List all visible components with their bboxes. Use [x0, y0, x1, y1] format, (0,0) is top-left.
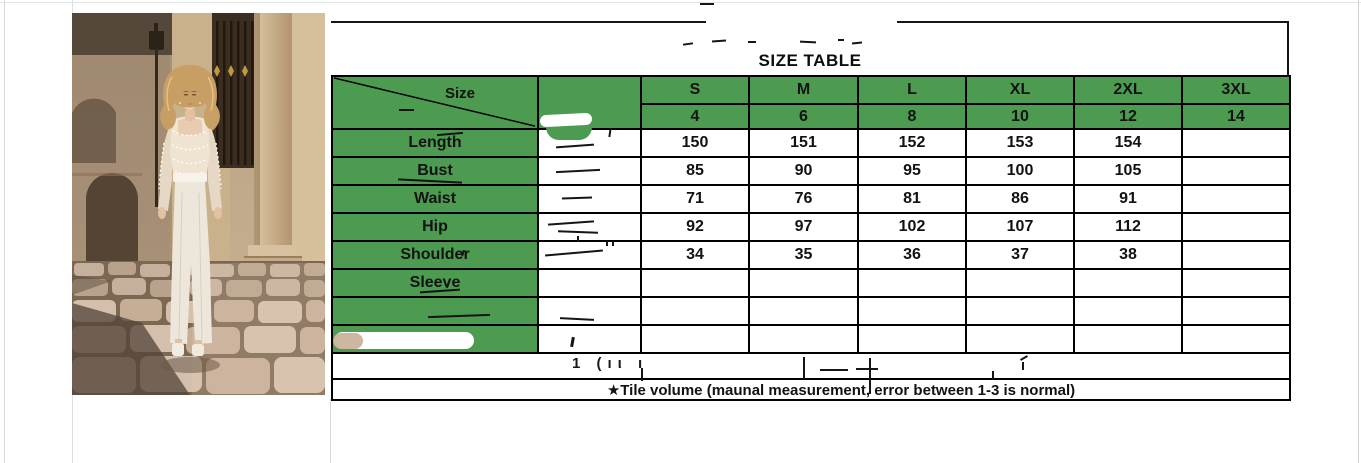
value-cell	[1181, 184, 1291, 214]
numeric-size-xl: 10	[965, 103, 1075, 130]
size-header-s: S	[640, 75, 750, 105]
value-cell	[857, 296, 967, 326]
value-cell: 105	[1073, 156, 1183, 186]
corner-label: Size	[445, 85, 476, 102]
value-cell: 152	[857, 128, 967, 158]
row-label-cell: Length	[331, 128, 539, 158]
size-header-l: L	[857, 75, 967, 105]
footnote-text: ★Tile volume (maunal measurement, error …	[606, 381, 1076, 399]
page-gridline-table	[330, 399, 331, 463]
page-gridline-right	[1358, 0, 1359, 463]
value-cell: 36	[857, 240, 967, 270]
size-table: Size S M L XL 2XL 3XL 4 6 8 10 12 14 Len…	[331, 75, 1291, 401]
value-cell: 102	[857, 212, 967, 242]
value-cell: 37	[965, 240, 1075, 270]
value-cell	[1181, 212, 1291, 242]
corner-size-cell: Size	[331, 75, 539, 130]
row-label-cell: Bust	[331, 156, 539, 186]
value-cell	[1181, 240, 1291, 270]
value-cell: 112	[1073, 212, 1183, 242]
value-cell: 38	[1073, 240, 1183, 270]
size-header-m: M	[748, 75, 859, 105]
row-label-cell: Sleeve	[331, 268, 539, 298]
row-label-cell: Shoulder	[331, 240, 539, 270]
numeric-size-s: 4	[640, 103, 750, 130]
numeric-size-l: 8	[857, 103, 967, 130]
page-gridline-top	[0, 2, 1361, 3]
row-blank-cell	[537, 184, 642, 214]
size-header-3xl: 3XL	[1181, 75, 1291, 105]
value-cell	[640, 268, 750, 298]
value-cell	[965, 268, 1075, 298]
value-cell	[965, 296, 1075, 326]
value-cell: 85	[640, 156, 750, 186]
page-gridline-left	[4, 0, 5, 463]
product-photo	[72, 13, 325, 395]
value-cell: 151	[748, 128, 859, 158]
value-cell: 34	[640, 240, 750, 270]
header-blank-cell	[537, 75, 642, 130]
row-blank-cell	[537, 212, 642, 242]
iron-gate	[212, 13, 256, 168]
value-cell	[1073, 324, 1183, 354]
numeric-size-m: 6	[748, 103, 859, 130]
value-cell: 95	[857, 156, 967, 186]
size-table-title: SIZE TABLE	[758, 51, 862, 70]
lamp-post	[149, 23, 164, 207]
value-cell	[965, 324, 1075, 354]
row-label-cell	[331, 296, 539, 326]
value-cell: 86	[965, 184, 1075, 214]
row-label-cell: Hip	[331, 212, 539, 242]
value-cell: 35	[748, 240, 859, 270]
value-cell	[640, 324, 750, 354]
row-blank-cell	[537, 296, 642, 326]
value-cell: 100	[965, 156, 1075, 186]
value-cell: 71	[640, 184, 750, 214]
row-blank-cell	[537, 240, 642, 270]
erased-gap-row	[331, 352, 1291, 380]
value-cell	[1181, 268, 1291, 298]
row-label-cell: Waist	[331, 184, 539, 214]
value-cell	[1181, 128, 1291, 158]
numeric-size-2xl: 12	[1073, 103, 1183, 130]
value-cell: 76	[748, 184, 859, 214]
size-header-2xl: 2XL	[1073, 75, 1183, 105]
value-cell: 107	[965, 212, 1075, 242]
footnote-row: ★Tile volume (maunal measurement, error …	[331, 378, 1291, 401]
model-figure	[158, 65, 222, 373]
value-cell	[748, 268, 859, 298]
value-cell	[857, 268, 967, 298]
row-blank-cell	[537, 324, 642, 354]
row-blank-cell	[537, 268, 642, 298]
value-cell: 81	[857, 184, 967, 214]
value-cell	[1073, 268, 1183, 298]
value-cell	[1181, 324, 1291, 354]
value-cell	[1181, 296, 1291, 326]
size-header-xl: XL	[965, 75, 1075, 105]
value-cell: 153	[965, 128, 1075, 158]
value-cell	[857, 324, 967, 354]
numeric-size-3xl: 14	[1181, 103, 1291, 130]
diagonal-divider	[333, 77, 536, 127]
value-cell: 92	[640, 212, 750, 242]
value-cell: 150	[640, 128, 750, 158]
value-cell: 91	[1073, 184, 1183, 214]
value-cell: 154	[1073, 128, 1183, 158]
value-cell: 97	[748, 212, 859, 242]
value-cell	[748, 324, 859, 354]
value-cell	[640, 296, 750, 326]
value-cell	[748, 296, 859, 326]
value-cell	[1181, 156, 1291, 186]
row-blank-cell	[537, 156, 642, 186]
value-cell: 90	[748, 156, 859, 186]
value-cell	[1073, 296, 1183, 326]
